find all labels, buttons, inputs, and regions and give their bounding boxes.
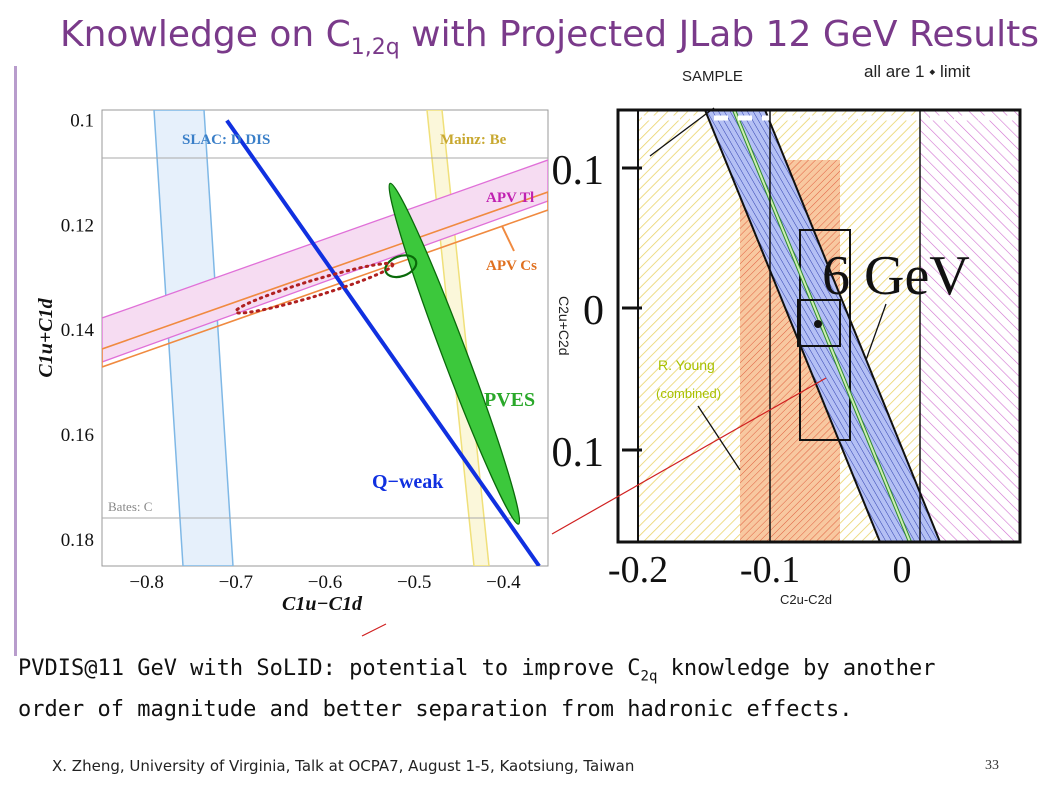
sample-pointer — [649, 107, 715, 157]
y-tick-label: 0.14 — [61, 320, 95, 341]
young-label: R. Young — [658, 357, 715, 373]
slac-band — [153, 110, 234, 566]
x-tick-label: −0.8 — [129, 572, 163, 593]
qweak-line — [225, 119, 541, 566]
y-tick-label: 0.16 — [61, 425, 94, 446]
right-x-axis-label: C2u-C2d — [780, 592, 833, 607]
right-plot-frame — [616, 108, 1022, 544]
mainz-label: Mainz: Be — [440, 132, 507, 148]
limit-note: all are 1 ⬩ limit — [864, 62, 971, 81]
magenta-hatched-region — [920, 110, 1020, 542]
combined-ellipse — [384, 254, 418, 279]
left-y-axis-label: C1u+C1d — [35, 297, 57, 377]
sample-box — [797, 299, 841, 347]
slide-title: Knowledge on C1,2q with Projected JLab 1… — [60, 14, 1039, 61]
y-tick-label: 0.18 — [61, 530, 94, 551]
right-x-tick: 0 — [893, 549, 912, 591]
y-tick-label: 0.1 — [70, 110, 94, 131]
pves-ellipse — [388, 182, 521, 525]
title-accent-rule — [14, 66, 17, 656]
sample-label: SAMPLE — [682, 68, 743, 85]
apv-cs-pointer — [501, 225, 515, 252]
right-y-tick: 0 — [583, 288, 604, 334]
body-text: PVDIS@11 GeV with SoLID: potential to im… — [18, 656, 936, 723]
apv-cs-band — [102, 191, 548, 368]
c1-constraint-plot: SLAC: D DIS Mainz: Be APV Tl APV Cs PVES… — [35, 109, 549, 615]
footer: X. Zheng, University of Virginia, Talk a… — [52, 757, 635, 775]
energy-pointer — [865, 303, 887, 361]
page-number: 33 — [985, 758, 999, 773]
x-tick-label: −0.7 — [219, 572, 253, 593]
combined-label: (combined) — [656, 386, 721, 401]
right-y-tick: 0.1 — [552, 148, 605, 194]
x-tick-label: −0.4 — [486, 572, 521, 593]
black-outline-region — [799, 229, 851, 441]
slac-label: SLAC: D DIS — [182, 132, 270, 148]
pves-label: PVES — [484, 389, 535, 411]
apv-tl-label: APV Tl — [486, 190, 534, 206]
x-tick-label: −0.6 — [308, 572, 342, 593]
right-x-tick: -0.2 — [608, 549, 668, 591]
y-tick-label: 0.12 — [61, 215, 94, 236]
x-tick-label: −0.5 — [397, 572, 431, 593]
bates-label: Bates: C — [108, 499, 152, 514]
right-y-axis-label: C2u+C2d — [556, 296, 572, 356]
right-y-tick: 0.1 — [552, 430, 605, 476]
c2-constraint-plot: 0.1 0 0.1 -0.2 -0.1 0 6 GeV R. Young (co… — [552, 107, 1022, 591]
apv-cs-label: APV Cs — [486, 258, 537, 274]
qweak-label: Q−weak — [372, 471, 444, 493]
green-line-highlight — [733, 110, 911, 542]
left-x-axis-label: C1u−C1d — [282, 593, 363, 615]
right-x-tick: -0.1 — [740, 549, 800, 591]
red-tick-mark — [361, 623, 387, 637]
combined-point — [814, 320, 822, 328]
projected-dotted-ellipse — [234, 261, 395, 315]
energy-label: 6 GeV — [822, 245, 970, 307]
